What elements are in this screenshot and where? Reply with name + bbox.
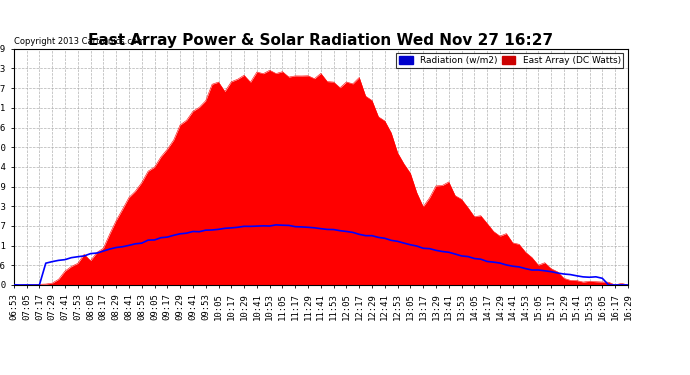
Legend: Radiation (w/m2), East Array (DC Watts): Radiation (w/m2), East Array (DC Watts) — [396, 53, 623, 68]
Title: East Array Power & Solar Radiation Wed Nov 27 16:27: East Array Power & Solar Radiation Wed N… — [88, 33, 553, 48]
Text: Copyright 2013 Cartronics.com: Copyright 2013 Cartronics.com — [14, 38, 145, 46]
